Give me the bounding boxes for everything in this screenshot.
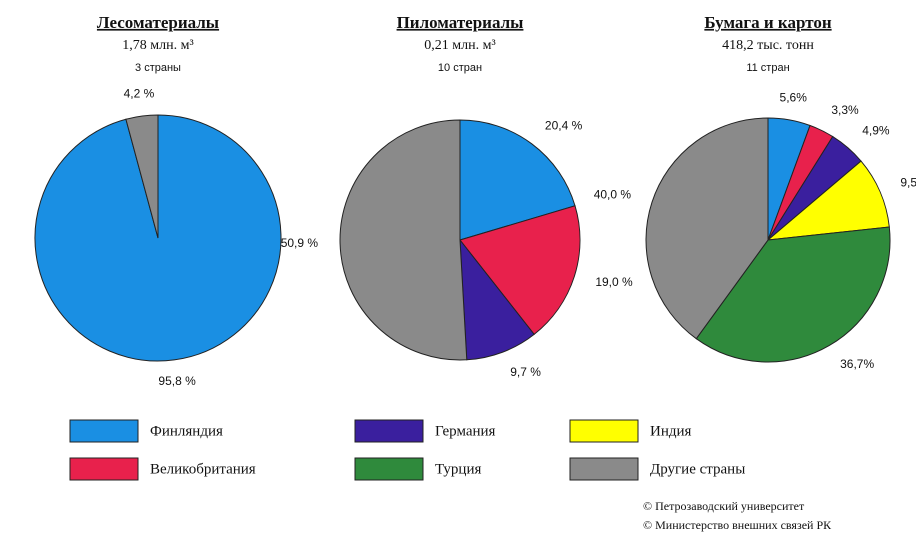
chart-note: 11 стран (746, 62, 789, 74)
chart-title: Бумага и картон (704, 13, 831, 32)
legend-label: Другие страны (650, 461, 745, 477)
footer-text: © Петрозаводский университет (643, 499, 805, 513)
chart-note: 3 страны (135, 62, 181, 74)
pie-slice (645, 117, 769, 340)
chart-subtitle: 1,78 млн. м³ (122, 38, 193, 53)
value-label: 3,3% (831, 103, 859, 117)
value-label: 95,8 % (158, 374, 196, 388)
footer-text: © Министерство внешних связей РК (643, 518, 832, 532)
pie-slice (459, 238, 535, 361)
chart-title: Пиломатериалы (397, 13, 524, 32)
value-label: 4,9% (862, 123, 890, 137)
legend-swatch (569, 419, 639, 443)
pie-slice (459, 205, 581, 336)
pie-slice (125, 114, 159, 239)
legend-swatch (354, 457, 424, 481)
value-label: 4,2 % (124, 86, 155, 100)
legend-label: Великобритания (150, 461, 256, 477)
pie-slice (339, 119, 468, 361)
legend-swatch (69, 457, 139, 481)
value-label: 9,7 % (510, 365, 541, 379)
legend-label: Финляндия (150, 423, 223, 439)
value-label: 40,0 % (594, 188, 632, 202)
chart-subtitle: 0,21 млн. м³ (424, 38, 495, 53)
chart-subtitle: 418,2 тыс. тонн (722, 38, 814, 53)
value-label: 20,4 % (545, 118, 583, 132)
pie-slice (459, 119, 576, 241)
legend-swatch (69, 419, 139, 443)
legend-label: Индия (650, 423, 692, 439)
chart-note: 10 стран (438, 62, 482, 74)
value-label: 50,9 % (281, 236, 319, 250)
value-label: 5,6% (780, 90, 808, 104)
value-label: 19,0 % (595, 275, 633, 289)
pie-slice (695, 226, 891, 363)
value-label: 36,7% (840, 357, 874, 371)
chart-title: Лесоматериалы (97, 13, 219, 32)
legend-swatch (354, 419, 424, 443)
legend-swatch (569, 457, 639, 481)
value-label: 9,5% (900, 175, 916, 189)
legend-label: Турция (435, 461, 481, 477)
legend-label: Германия (435, 423, 496, 439)
